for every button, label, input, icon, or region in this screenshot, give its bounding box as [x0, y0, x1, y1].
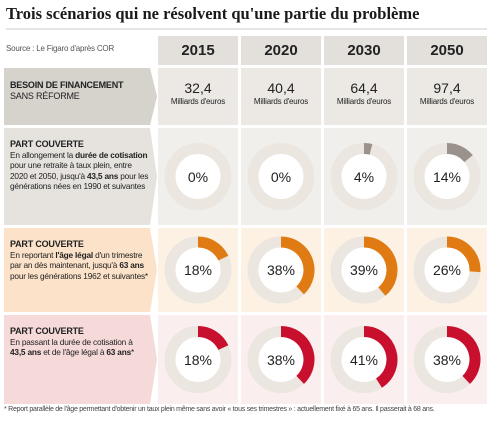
footnote: * Report parallèle de l'âge permettant d… — [4, 406, 435, 413]
description: En allongement la — [10, 149, 76, 160]
cell-bg — [241, 68, 321, 125]
donut-arc — [446, 236, 481, 273]
percent-label: 14% — [432, 168, 462, 185]
row-label-bg — [4, 128, 157, 225]
row-label-bg — [4, 68, 157, 125]
year-label: 2050 — [430, 42, 464, 59]
year-label: 2015 — [181, 42, 215, 59]
donut-arc — [280, 326, 315, 384]
year-header-bg — [241, 36, 321, 65]
unit-label: Milliards d'euros — [419, 97, 475, 106]
source: Source : Le Figaro d'après COR — [6, 44, 115, 53]
description: d'un trimestre par an dès maintenant, ju… — [10, 249, 143, 271]
description: En reportant — [10, 249, 56, 260]
year-label: 2030 — [347, 42, 381, 59]
percent-label: 0% — [187, 168, 209, 185]
description: pour les générations 1962 et suivantes* — [10, 270, 148, 281]
percent-label: 0% — [270, 168, 292, 185]
description: l'âge légal — [55, 249, 93, 260]
percent-label: 4% — [353, 168, 375, 185]
cell-bg — [407, 68, 487, 125]
year-header-bg — [407, 36, 487, 65]
description: 63 ans — [106, 347, 131, 357]
row-label: PART COUVERTE En passant la durée de coti… — [10, 326, 150, 358]
donut-arc — [363, 236, 398, 296]
description: 43,5 ans — [10, 347, 42, 357]
unit-label: Milliards d'euros — [170, 97, 226, 106]
cell-bg — [158, 68, 238, 125]
row-heading: PART COUVERTE — [10, 326, 84, 336]
donut-arc — [197, 236, 229, 261]
donut-arc — [280, 236, 315, 295]
unit-label: Milliards d'euros — [336, 97, 392, 106]
financing-value: 40,4 — [267, 80, 295, 96]
row-heading: SANS RÉFORME — [10, 90, 80, 101]
financing-value: 97,4 — [433, 80, 461, 96]
percent-label: 26% — [432, 262, 462, 278]
row-label: BESOIN DE FINANCEMENT SANS RÉFORME — [10, 80, 150, 101]
percent-label: 18% — [183, 351, 213, 368]
row-label: PART COUVERTE En reportant l'âge légal d'… — [10, 239, 150, 281]
row-label-bg — [4, 228, 157, 312]
description: * — [131, 347, 135, 357]
financing-value: 32,4 — [184, 80, 212, 96]
donut-track — [247, 143, 315, 210]
donut-arc — [446, 326, 481, 384]
description: et de l'âge légal à — [41, 347, 107, 357]
description: 43,5 ans — [87, 170, 119, 181]
row-heading: PART COUVERTE — [10, 139, 84, 149]
cell-bg — [324, 68, 404, 125]
title: Trois scénarios qui ne résolvent qu'une … — [6, 4, 420, 23]
donut-arc — [446, 143, 473, 163]
row-label: PART COUVERTE En allongement la durée de … — [10, 139, 150, 192]
percent-label: 38% — [432, 351, 462, 368]
percent-label: 38% — [266, 351, 296, 368]
description: 63 ans — [119, 260, 144, 270]
description: pour une retraite à taux plein, entre 20… — [10, 160, 132, 181]
donut-arc — [197, 326, 229, 351]
donut-arc — [363, 143, 373, 155]
row-heading: BESOIN DE FINANCEMENT — [10, 80, 124, 90]
row-label-bg — [4, 315, 157, 404]
donut-track — [164, 143, 232, 210]
row-heading: PART COUVERTE — [10, 239, 84, 249]
year-header-bg — [324, 36, 404, 65]
percent-label: 41% — [349, 351, 379, 368]
description: durée de cotisation — [75, 149, 148, 160]
year-label: 2020 — [264, 42, 298, 59]
description: pour les générations nées en 1990 et sui… — [10, 170, 149, 192]
percent-label: 18% — [183, 262, 213, 278]
donut-arc — [363, 326, 398, 388]
unit-label: Milliards d'euros — [253, 97, 309, 106]
description: En passant la durée de cotisation à — [10, 336, 133, 347]
percent-label: 38% — [266, 262, 296, 278]
year-header-bg — [158, 36, 238, 65]
percent-label: 39% — [349, 262, 379, 278]
financing-value: 64,4 — [350, 80, 378, 96]
title-band — [0, 0, 493, 30]
